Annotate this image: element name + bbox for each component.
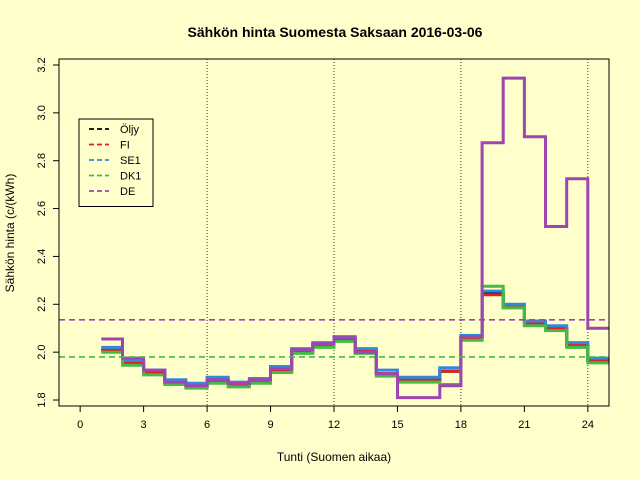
y-tick-label-3: 3.0 bbox=[36, 105, 48, 120]
legend-label-4: DE bbox=[120, 186, 135, 198]
y-tick-label-2.2: 2.2 bbox=[36, 297, 48, 312]
legend: Öljy FI SE1 DK1 DE bbox=[78, 118, 154, 207]
x-tick-label-15: 15 bbox=[391, 419, 403, 431]
plot-area bbox=[59, 59, 609, 406]
x-tick-label-3: 3 bbox=[141, 419, 147, 431]
x-tick-label-6: 6 bbox=[204, 419, 210, 431]
x-tick-label-9: 9 bbox=[267, 419, 273, 431]
y-tick-label-2.4: 2.4 bbox=[36, 249, 48, 264]
series-line-4 bbox=[101, 76, 609, 400]
y-tick-label-2: 2.0 bbox=[36, 345, 48, 360]
chart-title: Sähkön hinta Suomesta Saksaan 2016-03-06 bbox=[188, 24, 483, 40]
legend-label-0: Öljy bbox=[120, 124, 139, 136]
x-tick-label-21: 21 bbox=[518, 419, 530, 431]
legend-label-3: DK1 bbox=[120, 171, 141, 183]
x-tick-label-18: 18 bbox=[455, 419, 467, 431]
y-tick-label-2.6: 2.6 bbox=[36, 201, 48, 216]
y-tick-label-1.8: 1.8 bbox=[36, 392, 48, 407]
x-tick-label-12: 12 bbox=[328, 419, 340, 431]
x-tick-label-24: 24 bbox=[582, 419, 594, 431]
axes: 0 3 6 9 12 15 18 21 24 1.8 2.0 2.2 2.4 2.6 2.8 3.0 3.2 bbox=[36, 57, 594, 431]
y-tick-label-2.8: 2.8 bbox=[36, 153, 48, 168]
legend-label-1: FI bbox=[120, 140, 130, 152]
legend-label-2: SE1 bbox=[120, 155, 141, 167]
y-axis-label: Sähkön hinta (c/(kWh) bbox=[3, 174, 17, 293]
x-axis-label: Tunti (Suomen aikaa) bbox=[277, 450, 391, 464]
legend-box bbox=[78, 118, 154, 207]
y-tick-label-3.2: 3.2 bbox=[36, 57, 48, 72]
x-tick-label-0: 0 bbox=[77, 419, 83, 431]
